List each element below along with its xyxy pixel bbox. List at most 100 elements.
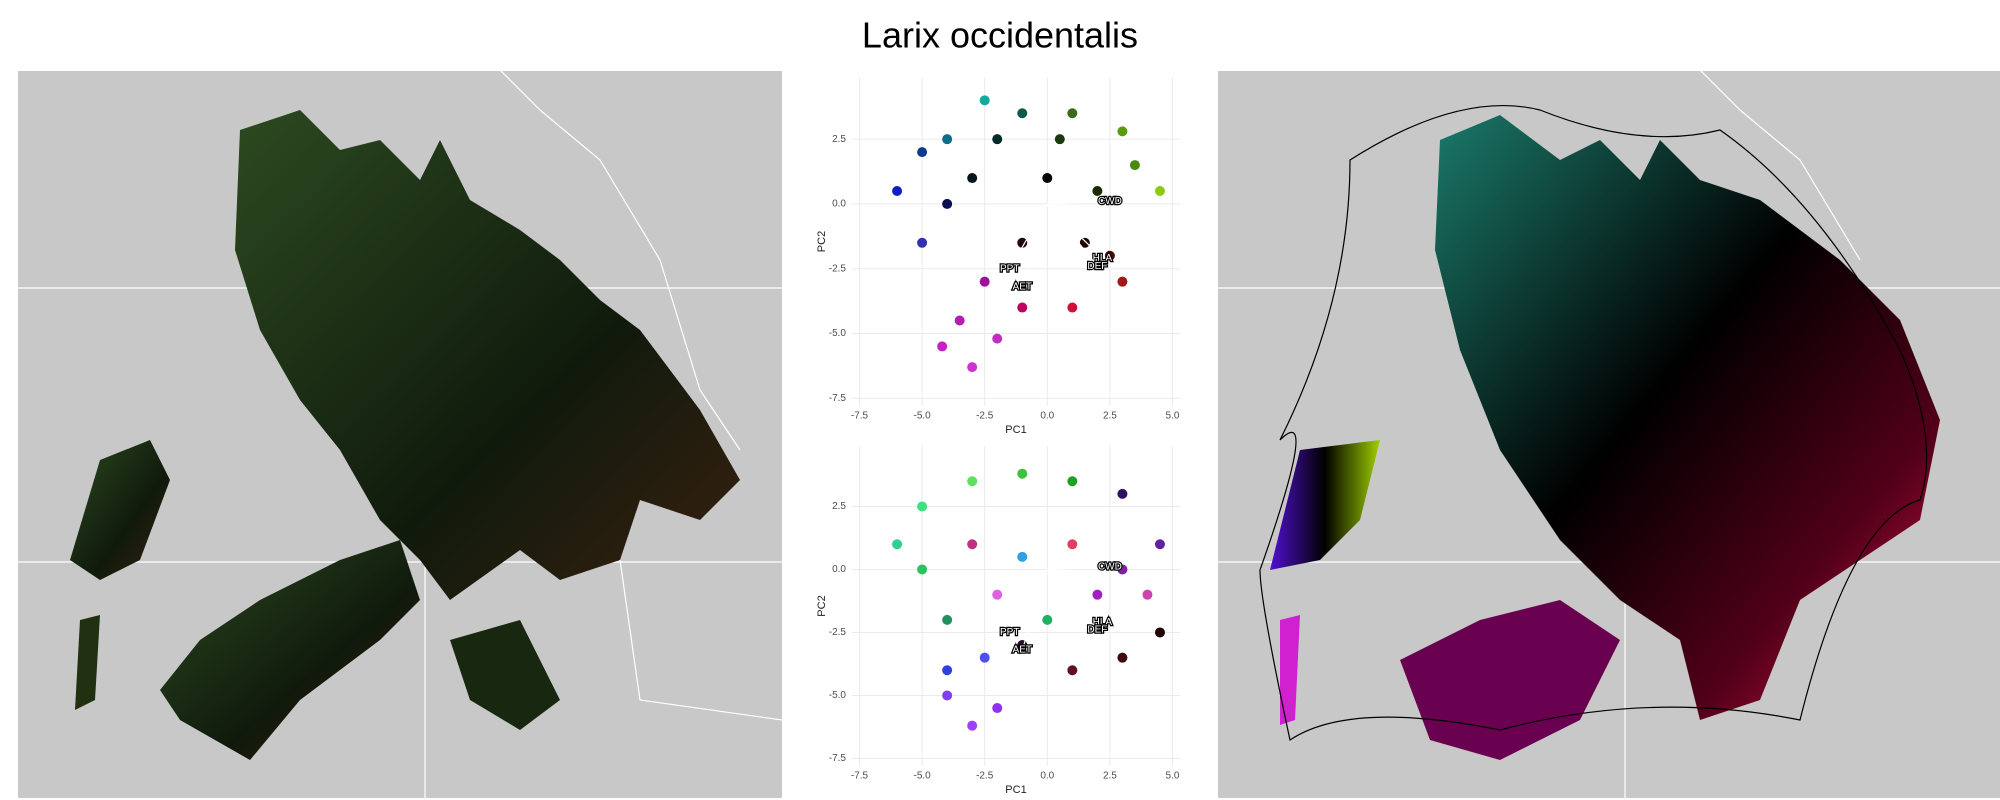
point	[992, 589, 1003, 600]
point	[1042, 614, 1053, 625]
loading-arrow	[1046, 203, 1098, 267]
loading-label: PPT	[1000, 627, 1019, 638]
point	[1154, 627, 1165, 638]
point	[1104, 250, 1115, 261]
point	[892, 185, 903, 196]
y-tick-label: 0.0	[832, 564, 846, 575]
y-axis-label: PC2	[816, 595, 828, 616]
point	[917, 501, 928, 512]
loading-label: DEF	[1087, 625, 1107, 636]
y-axis-label: PC2	[816, 231, 828, 252]
loading-arrow	[1047, 566, 1110, 571]
point	[992, 703, 1003, 714]
figure-title: Larix occidentalis	[862, 15, 1138, 56]
point	[1142, 589, 1153, 600]
point	[967, 476, 978, 487]
loading-arrow	[1047, 200, 1110, 205]
x-tick-label: -2.5	[976, 771, 994, 782]
x-tick-label: 0.0	[1040, 771, 1054, 782]
point	[937, 341, 948, 352]
loading-arrow	[1046, 569, 1098, 631]
point	[942, 690, 953, 701]
x-tick-label: -5.0	[913, 411, 931, 422]
point	[1079, 237, 1090, 248]
point	[954, 315, 965, 326]
point	[917, 147, 928, 158]
point	[1017, 237, 1028, 248]
point	[1067, 539, 1078, 550]
point	[1117, 126, 1128, 137]
point	[967, 173, 978, 184]
point	[892, 539, 903, 550]
point	[917, 237, 928, 248]
loading-label: AET	[1013, 645, 1032, 656]
point	[1017, 468, 1028, 479]
point	[967, 362, 978, 373]
loading-arrow	[1046, 203, 1103, 259]
point	[967, 720, 978, 731]
point	[1117, 564, 1128, 575]
x-tick-label: -7.5	[851, 411, 869, 422]
point	[1067, 665, 1078, 676]
right-map	[1218, 69, 2000, 798]
point	[917, 564, 928, 575]
point	[1117, 276, 1128, 287]
point	[1154, 185, 1165, 196]
point	[942, 198, 953, 209]
x-tick-label: 2.5	[1103, 771, 1117, 782]
point	[1117, 488, 1128, 499]
pca-plot: -7.5 -5.0 -2.5 0.0 2.5 5.0 2.5 0.0 -2.5 -5.0 -7.5 P…	[816, 77, 1180, 436]
y-tick-label: -7.5	[829, 393, 847, 404]
x-axis-label: PC1	[1005, 784, 1026, 796]
loading-label: DEF	[1087, 261, 1107, 272]
y-tick-label: -2.5	[829, 263, 847, 274]
point	[1067, 302, 1078, 313]
point	[1129, 160, 1140, 171]
point	[1154, 539, 1165, 550]
x-tick-label: 5.0	[1166, 411, 1180, 422]
x-tick-label: 5.0	[1166, 771, 1180, 782]
point	[1067, 476, 1078, 487]
loading-arrow	[1021, 569, 1048, 651]
y-tick-label: -5.0	[829, 690, 847, 701]
x-tick-label: -7.5	[851, 771, 869, 782]
point	[979, 95, 990, 106]
point	[1092, 185, 1103, 196]
loading-label: CWD	[1098, 562, 1122, 573]
x-tick-label: 0.0	[1040, 411, 1054, 422]
loading-label: PPT	[1000, 263, 1019, 274]
point	[1042, 173, 1053, 184]
y-tick-label: -7.5	[829, 753, 847, 764]
x-tick-label: 2.5	[1103, 411, 1117, 422]
point	[992, 134, 1003, 145]
point	[992, 333, 1003, 344]
loading-arrow	[1046, 569, 1103, 623]
y-tick-label: 2.5	[832, 501, 846, 512]
point	[979, 652, 990, 663]
x-tick-label: -2.5	[976, 411, 994, 422]
point	[1092, 589, 1103, 600]
point	[1017, 551, 1028, 562]
y-tick-label: -5.0	[829, 328, 847, 339]
left-map	[18, 69, 783, 798]
point	[1117, 652, 1128, 663]
point	[942, 134, 953, 145]
y-tick-label: -2.5	[829, 627, 847, 638]
point	[1067, 108, 1078, 119]
point	[1017, 302, 1028, 313]
point	[942, 665, 953, 676]
loading-label: HLA	[1093, 617, 1113, 628]
loading-arrow	[1021, 203, 1048, 288]
point	[979, 276, 990, 287]
point	[1017, 108, 1028, 119]
loading-label: HLA	[1093, 253, 1113, 264]
point	[1054, 134, 1065, 145]
loading-label: AET	[1013, 281, 1032, 292]
point	[967, 539, 978, 550]
y-tick-label: 0.0	[832, 199, 846, 210]
loading-arrow	[1009, 569, 1048, 633]
y-tick-label: 2.5	[832, 134, 846, 145]
point	[942, 614, 953, 625]
